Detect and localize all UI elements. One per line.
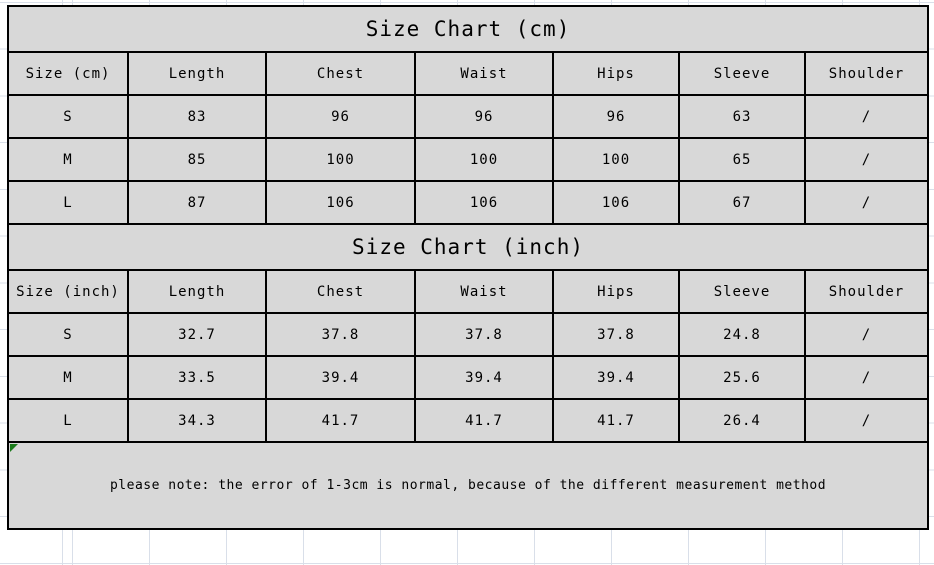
size-label-cell: S: [7, 94, 129, 139]
data-cell: 96: [265, 94, 416, 139]
header-cell: Chest: [265, 269, 416, 314]
data-cell: 26.4: [678, 398, 806, 443]
size-label-cell: L: [7, 398, 129, 443]
size-chart-table: Size Chart (cm) Size (cm) Length Chest W…: [6, 5, 930, 530]
data-cell: 37.8: [414, 312, 554, 357]
table-title-cm: Size Chart (cm): [6, 5, 930, 53]
data-cell: 41.7: [265, 398, 416, 443]
note-text: please note: the error of 1-3cm is norma…: [109, 478, 827, 493]
table-row: Size Chart (cm): [6, 5, 930, 53]
data-cell: /: [803, 398, 930, 443]
size-label-cell: L: [7, 180, 129, 225]
table-row: Size (cm) Length Chest Waist Hips Sleeve…: [7, 51, 930, 96]
header-cell: Waist: [414, 51, 554, 96]
table-row: L 34.3 41.7 41.7 41.7 26.4 /: [7, 398, 930, 443]
green-corner-flag-icon: [10, 444, 18, 452]
table-row: S 83 96 96 96 63 /: [7, 94, 930, 139]
data-cell: 34.3: [127, 398, 267, 443]
data-cell: 83: [127, 94, 267, 139]
data-cell: 63: [678, 94, 806, 139]
data-cell: 106: [265, 180, 416, 225]
data-cell: 96: [414, 94, 554, 139]
header-cell: Shoulder: [803, 269, 930, 314]
table-row: S 32.7 37.8 37.8 37.8 24.8 /: [7, 312, 930, 357]
size-label-cell: S: [7, 312, 129, 357]
data-cell: 100: [414, 137, 554, 182]
data-cell: 39.4: [414, 355, 554, 400]
data-cell: 33.5: [127, 355, 267, 400]
header-cell: Length: [127, 51, 267, 96]
data-cell: 37.8: [552, 312, 680, 357]
header-cell: Size (inch): [7, 269, 129, 314]
header-cell: Length: [127, 269, 267, 314]
data-cell: /: [803, 180, 930, 225]
data-cell: 100: [552, 137, 680, 182]
header-cell: Size (cm): [7, 51, 129, 96]
data-cell: 25.6: [678, 355, 806, 400]
table-row: please note: the error of 1-3cm is norma…: [6, 441, 930, 530]
data-cell: 65: [678, 137, 806, 182]
data-cell: 96: [552, 94, 680, 139]
data-cell: /: [803, 312, 930, 357]
header-cell: Sleeve: [678, 269, 806, 314]
data-cell: 24.8: [678, 312, 806, 357]
header-cell: Sleeve: [678, 51, 806, 96]
table-title-inch: Size Chart (inch): [6, 223, 930, 271]
header-cell: Shoulder: [803, 51, 930, 96]
note-cell: please note: the error of 1-3cm is norma…: [6, 441, 930, 530]
header-cell: Hips: [552, 51, 680, 96]
size-label-cell: M: [7, 355, 129, 400]
data-cell: /: [803, 94, 930, 139]
data-cell: 106: [552, 180, 680, 225]
size-label-cell: M: [7, 137, 129, 182]
data-cell: 37.8: [265, 312, 416, 357]
table-row: Size Chart (inch): [6, 223, 930, 271]
header-cell: Waist: [414, 269, 554, 314]
data-cell: 41.7: [552, 398, 680, 443]
table-row: M 85 100 100 100 65 /: [7, 137, 930, 182]
data-cell: 32.7: [127, 312, 267, 357]
table-row: Size (inch) Length Chest Waist Hips Slee…: [7, 269, 930, 314]
data-cell: /: [803, 355, 930, 400]
data-cell: 67: [678, 180, 806, 225]
data-cell: 85: [127, 137, 267, 182]
data-cell: 87: [127, 180, 267, 225]
data-cell: /: [803, 137, 930, 182]
data-cell: 100: [265, 137, 416, 182]
data-cell: 106: [414, 180, 554, 225]
table-row: L 87 106 106 106 67 /: [7, 180, 930, 225]
data-cell: 39.4: [552, 355, 680, 400]
header-cell: Hips: [552, 269, 680, 314]
table-row: M 33.5 39.4 39.4 39.4 25.6 /: [7, 355, 930, 400]
data-cell: 39.4: [265, 355, 416, 400]
data-cell: 41.7: [414, 398, 554, 443]
header-cell: Chest: [265, 51, 416, 96]
